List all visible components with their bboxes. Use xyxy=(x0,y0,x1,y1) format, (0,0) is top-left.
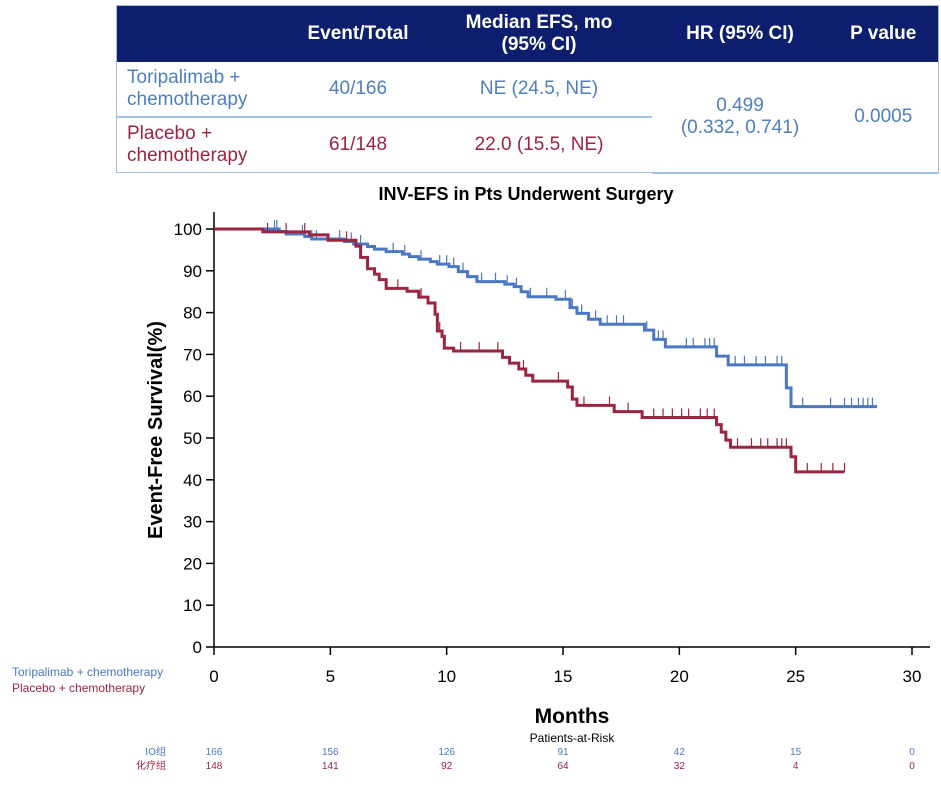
header-event-total: Event/Total xyxy=(289,5,427,62)
y-tick-label: 30 xyxy=(183,513,202,532)
hr-cell: 0.499 (0.332, 0.741) xyxy=(651,62,829,174)
header-median-efs: Median EFS, mo (95% CI) xyxy=(426,5,652,62)
arm-label: Placebo + chemotherapy xyxy=(127,123,248,166)
at-risk-row-label: 化疗组 xyxy=(136,759,166,772)
x-tick-label: 0 xyxy=(209,667,218,686)
at-risk-value: 42 xyxy=(674,747,686,758)
x-tick-label: 5 xyxy=(326,667,335,686)
y-tick-label: 60 xyxy=(183,387,202,406)
header-hr: HR (95% CI) xyxy=(651,5,829,62)
y-tick-label: 50 xyxy=(183,429,202,448)
event-total-cell: 61/148 xyxy=(328,134,388,155)
legend-label: Placebo + chemotherapy xyxy=(12,681,145,695)
arm-label: Toripalimab + chemotherapy xyxy=(116,62,290,118)
header-p-value: P value xyxy=(828,5,939,62)
at-risk-value: 92 xyxy=(441,761,453,772)
at-risk-value: 166 xyxy=(206,747,223,758)
x-tick-label: 15 xyxy=(554,667,573,686)
x-axis-label: Months xyxy=(535,705,610,728)
at-risk-value: 126 xyxy=(438,747,455,758)
summary-row-toripalimab: Toripalimab + chemotherapy 40/166 NE (24.… xyxy=(116,62,939,174)
y-tick-label: 100 xyxy=(174,220,202,239)
y-tick-label: 40 xyxy=(183,471,202,490)
y-tick-label: 80 xyxy=(183,304,202,323)
at-risk-value: 91 xyxy=(557,747,569,758)
at-risk-value: 32 xyxy=(674,761,686,772)
at-risk-value: 15 xyxy=(790,747,802,758)
p-value-cell: 0.0005 xyxy=(828,62,939,174)
at-risk-value: 141 xyxy=(322,761,339,772)
at-risk-value: 4 xyxy=(793,761,799,772)
y-tick-label: 10 xyxy=(183,596,202,615)
at-risk-title: Patients-at-Risk xyxy=(530,731,616,745)
at-risk-value: 0 xyxy=(909,761,915,772)
event-total-cell: 40/166 xyxy=(289,62,427,118)
x-tick-label: 25 xyxy=(786,667,805,686)
header-empty xyxy=(116,5,290,62)
at-risk-value: 148 xyxy=(206,761,223,772)
x-tick-label: 20 xyxy=(670,667,689,686)
x-tick-label: 10 xyxy=(437,667,456,686)
summary-table: Event/Total Median EFS, mo (95% CI) HR (9… xyxy=(116,5,939,174)
y-tick-label: 0 xyxy=(193,638,202,657)
x-tick-label: 30 xyxy=(903,667,922,686)
at-risk-row-label: IO组 xyxy=(145,745,166,758)
median-efs-cell: 22.0 (15.5, NE) xyxy=(474,134,604,155)
y-axis-label: Event-Free Survival(%) xyxy=(145,321,167,539)
median-efs-cell: NE (24.5, NE) xyxy=(426,62,652,118)
summary-header-row: Event/Total Median EFS, mo (95% CI) HR (9… xyxy=(116,5,939,62)
at-risk-value: 156 xyxy=(322,747,339,758)
summary-row-placebo: Placebo + chemotherapy 61/148 22.0 (15.5,… xyxy=(117,117,939,173)
legend-label: Toripalimab + chemotherapy xyxy=(12,665,163,679)
at-risk-value: 0 xyxy=(909,747,915,758)
y-tick-label: 70 xyxy=(183,345,202,364)
km-curve-placebo xyxy=(214,227,845,474)
at-risk-value: 64 xyxy=(557,761,569,772)
y-tick-label: 90 xyxy=(183,262,202,281)
chart-title: INV-EFS in Pts Underwent Surgery xyxy=(378,184,673,204)
y-tick-label: 20 xyxy=(183,554,202,573)
